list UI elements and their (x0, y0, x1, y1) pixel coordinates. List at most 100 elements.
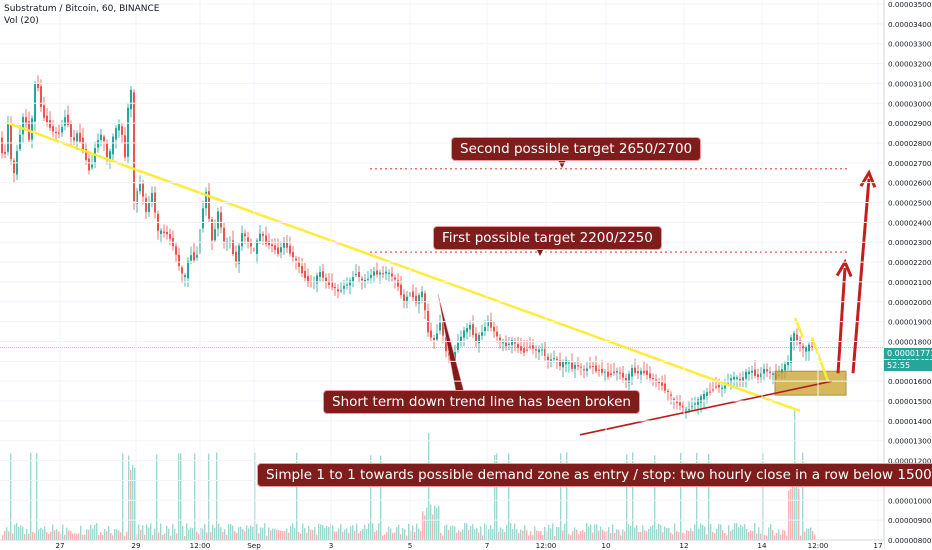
candle-body (397, 280, 399, 287)
volume-bar (268, 527, 270, 540)
volume-bar (484, 523, 486, 540)
volume-bar (328, 526, 330, 540)
candle-body (472, 324, 474, 335)
volume-bar (652, 525, 654, 540)
volume-bar (204, 523, 206, 540)
price-tick-label: 0.00000800 (888, 536, 932, 545)
candle-body (223, 227, 225, 242)
candle-body (49, 120, 51, 128)
candle-body (109, 151, 111, 160)
second-target-note[interactable]: Second possible target 2650/2700 (451, 137, 702, 161)
candle-body (271, 244, 273, 246)
volume-bar (662, 532, 664, 540)
breakout-note[interactable]: Short term down trend line has been brok… (323, 390, 640, 414)
volume-bar (558, 526, 560, 540)
volume-bar (674, 523, 676, 540)
candle-body (631, 368, 633, 377)
candle-body (394, 277, 396, 280)
volume-bar (20, 525, 22, 540)
candle-body (610, 373, 612, 376)
candle-body (373, 271, 375, 276)
support-line (579, 380, 833, 436)
volume-bar (250, 525, 252, 540)
volume-bar (406, 535, 408, 540)
candle-body (505, 342, 507, 347)
volume-bar (594, 524, 596, 540)
volume-bar (568, 533, 570, 540)
candle-body (205, 191, 207, 209)
volume-bar (508, 453, 510, 540)
volume-bar (770, 524, 772, 540)
volume-bar (566, 452, 568, 540)
volume-bar (104, 529, 106, 540)
volume-bar (698, 528, 700, 540)
candle-body (280, 247, 282, 253)
volume-bar (86, 529, 88, 540)
price-tick-label: 0.00001200 (888, 457, 932, 466)
volume-bar (280, 530, 282, 540)
volume-bar (66, 527, 68, 540)
volume-bar (276, 529, 278, 540)
volume-bar (142, 525, 144, 540)
candle-body (166, 232, 168, 235)
candle-body (208, 191, 210, 219)
candle-body (664, 383, 666, 391)
volume-bar (442, 535, 444, 540)
volume-bar (516, 529, 518, 540)
volume-bar (274, 528, 276, 540)
candle-body (307, 276, 309, 283)
volume-bar (664, 526, 666, 540)
volume-bar (368, 523, 370, 540)
candle-body (523, 348, 525, 353)
volume-bar (286, 528, 288, 540)
volume-bar (676, 530, 678, 540)
entry-stop-note[interactable]: Simple 1 to 1 towards possible demand zo… (257, 463, 932, 487)
volume-bar (398, 524, 400, 540)
volume-bar (44, 526, 46, 540)
volume-bar (696, 452, 698, 540)
candle-body (34, 83, 36, 122)
second-target-pointer (558, 160, 566, 168)
volume-bar (608, 527, 610, 540)
candle-body (19, 134, 21, 150)
volume-bar (312, 530, 314, 540)
volume-bar (148, 527, 150, 540)
volume-bar (766, 535, 768, 540)
candle-body (247, 237, 249, 243)
volume-bar (550, 528, 552, 540)
first-target-note[interactable]: First possible target 2200/2250 (433, 226, 662, 250)
volume-bar (298, 531, 300, 540)
candle-body (766, 369, 768, 372)
volume-bar (686, 530, 688, 540)
volume-bar (366, 528, 368, 540)
volume-bar (494, 455, 496, 540)
candle-body (238, 245, 240, 264)
volume-bar (172, 523, 174, 540)
candle-body (739, 379, 741, 382)
candle-body (412, 291, 414, 298)
candle-body (112, 136, 114, 155)
candle-body (127, 107, 129, 157)
volume-bar (332, 525, 334, 540)
candle-body (769, 371, 771, 373)
volume-bar (448, 529, 450, 540)
candle-body (421, 291, 423, 298)
volume-bar (394, 532, 396, 540)
volume-bar (248, 528, 250, 540)
candle-body (757, 374, 759, 378)
candle-body (637, 371, 639, 374)
price-tick-label: 0.00002900 (888, 119, 932, 128)
candle-body (460, 336, 462, 342)
time-tick-label: 10 (601, 541, 611, 550)
candle-body (406, 296, 408, 302)
volume-bar (178, 453, 180, 540)
volume-bar (488, 529, 490, 540)
volume-bar (654, 455, 656, 540)
candle-body (580, 366, 582, 368)
volume-bar (622, 529, 624, 540)
candle-body (46, 115, 48, 123)
volume-bar (116, 529, 118, 540)
price-tick-label: 0.00002800 (888, 139, 932, 148)
